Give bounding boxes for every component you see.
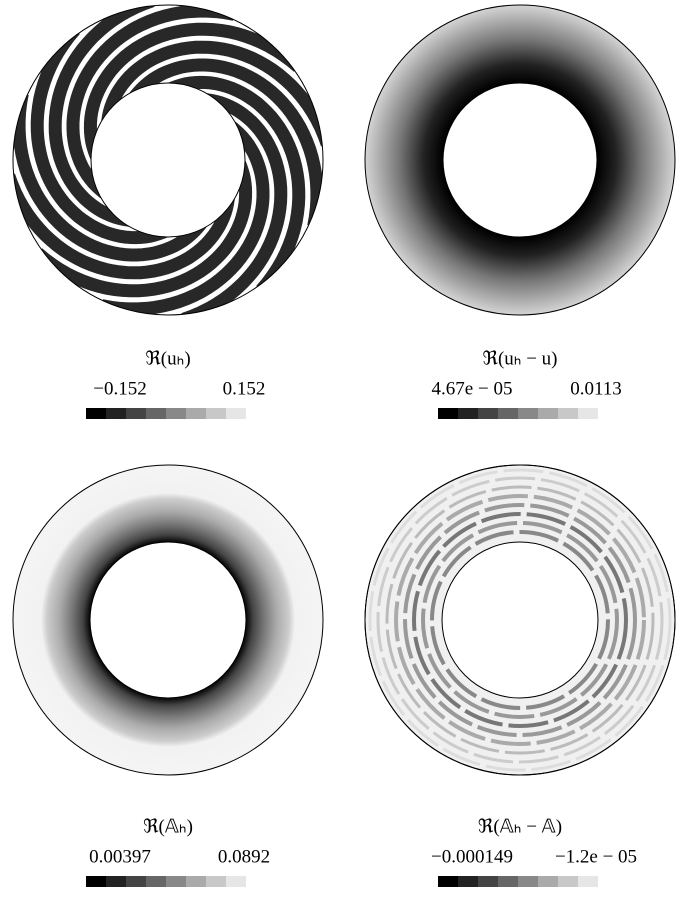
colorbar-swatch [106,876,126,887]
ring [421,521,619,719]
spiral-stripe [13,173,236,280]
colorbar-swatch [538,408,558,419]
colorbar-swatch [146,408,166,419]
ring [394,494,646,746]
colorbar-swatch [186,408,206,419]
colorbar-min: −0.000149 [431,846,513,867]
colorbar-swatch [518,408,538,419]
colorbar-swatch [226,408,246,419]
ring [403,503,637,737]
spiral-stripe [30,25,171,245]
colorbar-swatch [438,408,458,419]
colorbar-max: −1.2e − 05 [555,846,637,867]
ring [376,476,664,764]
colorbar-max: 0.0113 [570,378,622,399]
ring [368,468,672,772]
colorbar-swatch [186,876,206,887]
spiral-stripe [66,5,236,201]
colorbar-swatch [126,876,146,887]
spiral-stripe [33,157,253,298]
panel-label: ℜ(𝔸ₕ) [143,816,193,837]
colorbar-min: −0.152 [93,378,146,399]
panel-label: ℜ(uₕ) [145,348,190,369]
colorbar-swatch [146,876,166,887]
colorbar-swatch [106,408,126,419]
spiral-stripe [48,5,155,228]
colorbar-swatch [518,876,538,887]
spiral-stripe [127,58,323,228]
spiral-stripe [13,92,209,262]
colorbar-max: 0.152 [223,378,266,399]
colorbar-swatch [86,408,106,419]
colorbar-swatch [206,408,226,419]
panel-label: ℜ(uₕ − u) [482,348,557,369]
plot-spiral [12,4,324,316]
colorbar-swatch [458,408,478,419]
ring [430,530,610,710]
colorbar-swatch [478,408,498,419]
colorbar-max: 0.0892 [218,846,270,867]
colorbar-swatch [126,408,146,419]
colorbar-swatch [166,408,186,419]
spiral-stripe [181,92,288,315]
colorbar-swatch [206,876,226,887]
ring [412,512,628,728]
colorbar-swatch [498,408,518,419]
plot-a [12,464,324,776]
plot-a-error [364,464,676,776]
ring [385,485,655,755]
colorbar-swatch [478,876,498,887]
spiral-stripe [100,40,323,147]
colorbar-swatch [166,876,186,887]
colorbar-swatch [226,876,246,887]
plot-error [364,4,676,316]
colorbar-swatch [86,876,106,887]
colorbar-swatch [498,876,518,887]
colorbar-swatch [578,876,598,887]
colorbar-swatch [578,408,598,419]
colorbar-min: 0.00397 [89,846,151,867]
colorbar-swatch [458,876,478,887]
spiral-stripe [100,119,270,315]
colorbar-swatch [438,876,458,887]
spiral-stripe [83,22,303,163]
spiral-stripe [165,75,306,295]
panel-label: ℜ(𝔸ₕ − 𝔸) [478,816,562,837]
colorbar-swatch [558,876,578,887]
colorbar-swatch [538,876,558,887]
colorbar-swatch [558,408,578,419]
colorbar-min: 4.67e − 05 [432,378,513,399]
